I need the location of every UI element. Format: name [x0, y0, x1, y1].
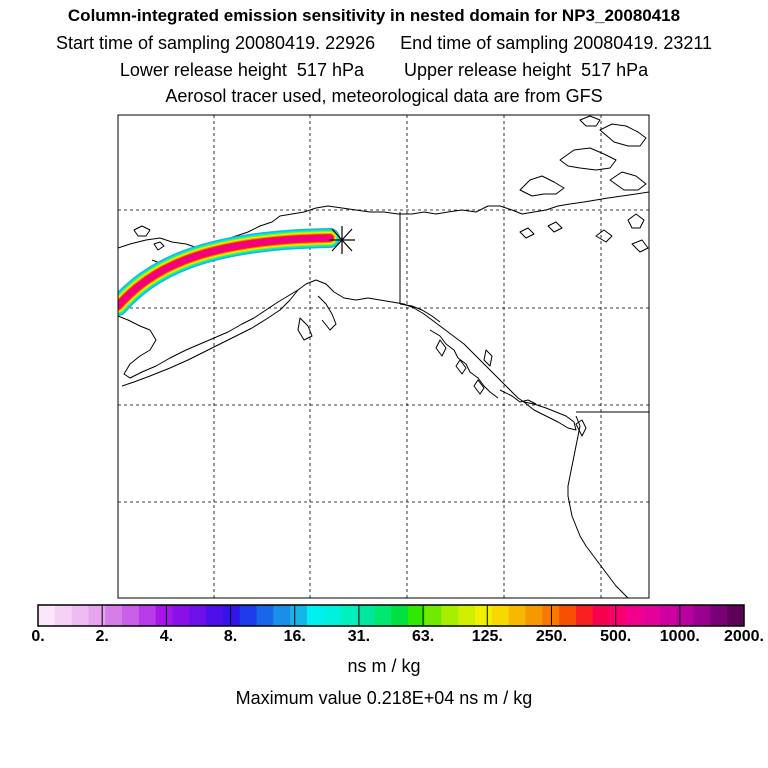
colorbar-cell	[71, 605, 89, 626]
colorbar-tick-label: 2.	[95, 628, 109, 645]
upper-release-height: Upper release height 517 hPa	[404, 60, 649, 80]
colorbar-cell	[273, 605, 291, 626]
colorbar-cell	[323, 605, 342, 626]
colorbar-cell	[475, 605, 493, 626]
lower-release-height: Lower release height 517 hPa	[119, 60, 364, 80]
colorbar-cell	[206, 605, 224, 626]
colorbar-cell	[508, 605, 526, 626]
colorbar-major-dividers	[101, 605, 681, 626]
colorbar-cell	[189, 605, 207, 626]
colorbar-cell	[357, 605, 375, 626]
colorbar-cell	[290, 605, 308, 626]
colorbar-cell	[424, 605, 442, 626]
colorbar-tick-label: 8.	[223, 628, 238, 645]
colorbar-cell	[676, 605, 695, 626]
colorbar-cell	[491, 605, 510, 626]
colorbar-cell	[222, 605, 241, 626]
sampling-times: Start time of sampling 20080419. 22926 E…	[0, 33, 768, 54]
release-site-asterisk	[329, 226, 355, 254]
colorbar-cell	[122, 605, 140, 626]
colorbar-tick-label: 250.	[535, 628, 568, 645]
colorbar-cell	[659, 605, 678, 626]
end-time: End time of sampling 20080419. 23211	[400, 33, 713, 53]
colorbar-frame	[37, 604, 745, 627]
colorbar-cell	[391, 605, 409, 626]
political-borders	[399, 212, 649, 413]
colorbar-cell	[306, 605, 325, 626]
colorbar-tick-label: 4.	[159, 628, 174, 645]
colorbar-tick-label: 125.	[471, 628, 503, 645]
colorbar-cell	[710, 605, 728, 626]
colorbar-cell	[525, 605, 543, 626]
colorbar-cell	[542, 605, 560, 626]
colorbar-cell	[88, 605, 106, 626]
colorbar-tick-label: 16.	[283, 628, 306, 645]
map-frame	[117, 114, 650, 599]
colorbar-cell	[155, 605, 173, 626]
colorbar-cell	[374, 605, 392, 626]
colorbar-cell	[256, 605, 274, 626]
start-time: Start time of sampling 20080419. 22926	[55, 33, 376, 53]
colorbar-tick-label: 500.	[600, 628, 632, 645]
colorbar-tick-label: 31.	[347, 628, 371, 645]
graticule-grid	[118, 115, 649, 598]
colorbar-cell	[575, 605, 594, 626]
colorbar-tick-label: 63.	[411, 628, 435, 645]
colorbar-cell	[609, 605, 627, 626]
maximum-value-label: Maximum value 0.218E+04 ns m / kg	[235, 688, 533, 708]
colorbar-unit-label: ns m / kg	[347, 656, 421, 676]
colorbar-cell	[407, 605, 426, 626]
colorbar-tick-label: 0.	[31, 628, 45, 645]
colorbar-cell	[138, 605, 157, 626]
map-content	[118, 115, 649, 598]
colorbar-cell	[592, 605, 611, 626]
colorbar-cell	[626, 605, 644, 626]
emission-sensitivity-plume	[118, 228, 340, 316]
colorbar-cell	[172, 605, 190, 626]
release-heights: Lower release height 517 hPa Upper relea…	[0, 60, 768, 81]
colorbar-cell	[441, 605, 459, 626]
colorbar-tick-label: 1000.	[659, 628, 700, 645]
figure-title: Column-integrated emission sensitivity i…	[67, 6, 681, 25]
colorbar-cell	[458, 605, 476, 626]
colorbar-cell	[105, 605, 123, 626]
colorbar-cell	[239, 605, 258, 626]
colorbar-cell	[38, 605, 56, 626]
colorbar-tick-label: 2000.	[723, 628, 764, 645]
colorbar-cell	[727, 605, 745, 626]
coastlines	[118, 115, 649, 598]
colorbar	[38, 605, 745, 626]
tracer-info: Aerosol tracer used, meteorological data…	[165, 86, 603, 106]
colorbar-cell	[559, 605, 577, 626]
colorbar-cell	[54, 605, 73, 626]
colorbar-cell	[340, 605, 358, 626]
colorbar-cell	[643, 605, 661, 626]
colorbar-cell	[693, 605, 711, 626]
